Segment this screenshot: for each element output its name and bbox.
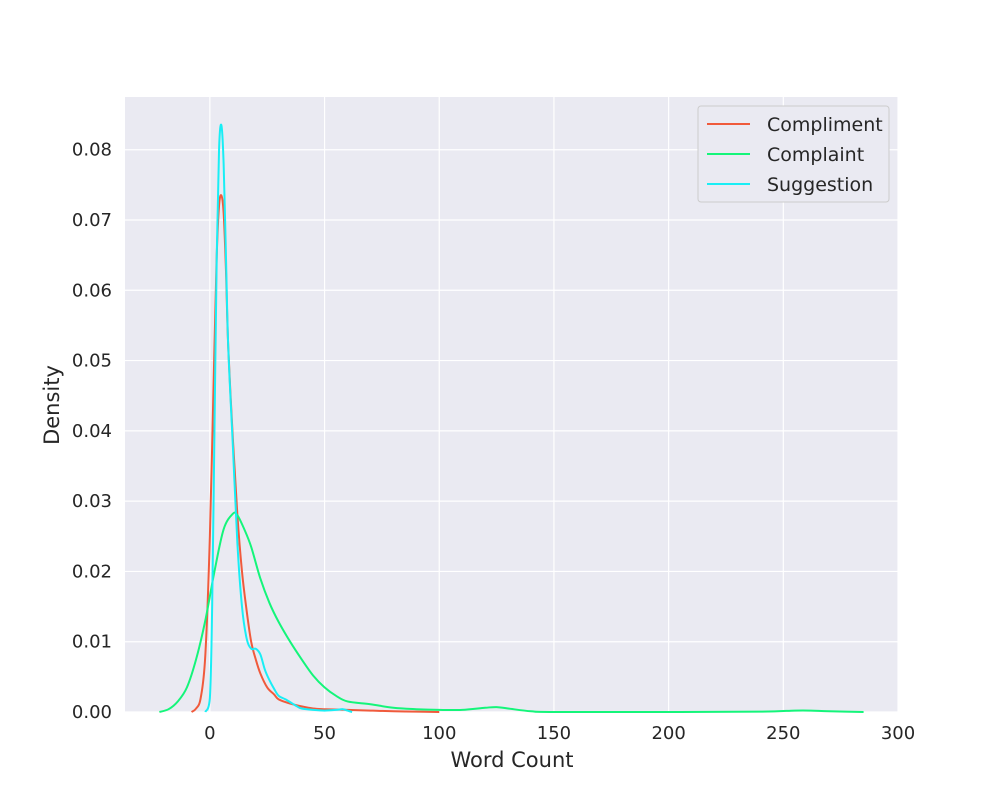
y-tick-label: 0.02 [72, 561, 112, 582]
x-tick-label: 300 [881, 723, 915, 744]
x-tick-label: 150 [537, 723, 571, 744]
y-tick-label: 0.06 [72, 280, 112, 301]
y-tick-label: 0.04 [72, 421, 112, 442]
legend: Compliment Complaint Suggestion [697, 105, 890, 203]
y-tick-label: 0.00 [72, 702, 112, 723]
x-axis-label: Word Count [450, 748, 573, 772]
series-line-compliment [190, 194, 440, 713]
y-axis-label: Density [40, 365, 64, 445]
legend-label-suggestion: Suggestion [767, 174, 873, 196]
x-tick-label: 200 [651, 723, 685, 744]
y-tick-label: 0.07 [72, 210, 112, 231]
series-layer [159, 123, 864, 713]
series-line-complaint [159, 511, 864, 713]
legend-box [697, 105, 890, 203]
x-tick-label: 50 [313, 723, 336, 744]
x-tick-label: 100 [422, 723, 456, 744]
x-tick-label: 0 [204, 723, 215, 744]
x-axis-ticks: 0 50 100 150 200 250 300 [204, 723, 915, 744]
y-tick-label: 0.01 [72, 632, 112, 653]
y-tick-label: 0.03 [72, 491, 112, 512]
legend-label-complaint: Complaint [767, 144, 864, 166]
series-line-suggestion [204, 123, 353, 713]
y-tick-label: 0.08 [72, 140, 112, 161]
y-tick-label: 0.05 [72, 351, 112, 372]
y-axis-ticks: 0.00 0.01 0.02 0.03 0.04 0.05 0.06 0.07 0.08 [72, 140, 112, 723]
grid-layer [125, 97, 899, 713]
legend-label-compliment: Compliment [767, 114, 883, 136]
x-tick-label: 250 [766, 723, 800, 744]
